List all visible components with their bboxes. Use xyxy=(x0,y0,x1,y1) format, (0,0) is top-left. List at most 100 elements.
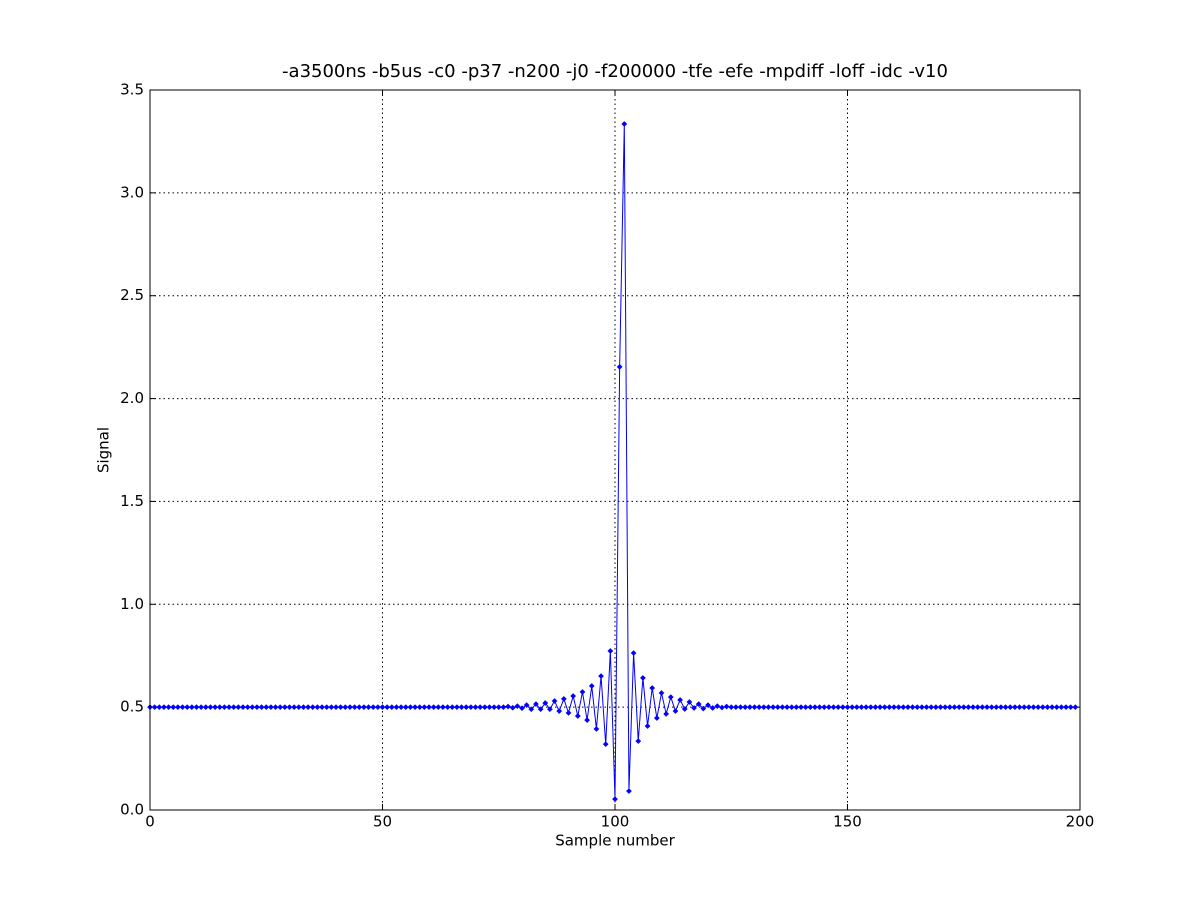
data-point xyxy=(528,706,535,713)
data-point xyxy=(416,704,423,711)
data-point xyxy=(867,704,874,711)
data-point xyxy=(286,704,293,711)
data-point xyxy=(570,693,577,699)
data-point xyxy=(435,704,442,711)
data-point xyxy=(481,704,488,711)
data-point xyxy=(412,704,419,711)
data-point xyxy=(1011,704,1018,711)
data-point xyxy=(477,704,484,711)
y-tick-label: 3.5 xyxy=(120,81,144,99)
data-point xyxy=(607,648,614,654)
data-point xyxy=(853,704,860,711)
data-point xyxy=(430,704,437,711)
data-point xyxy=(732,704,739,711)
data-point xyxy=(249,704,256,711)
data-point xyxy=(751,704,758,711)
y-axis-label: Signal xyxy=(95,427,113,473)
data-point xyxy=(333,704,339,711)
data-point xyxy=(830,704,837,711)
data-point xyxy=(672,708,679,715)
data-point xyxy=(226,704,233,711)
data-point xyxy=(277,704,284,711)
data-point xyxy=(537,706,544,713)
data-point xyxy=(244,704,251,711)
data-point xyxy=(667,694,674,701)
data-point xyxy=(388,704,395,711)
data-point xyxy=(649,685,656,691)
data-point xyxy=(556,708,563,715)
data-point xyxy=(918,704,925,711)
data-point xyxy=(965,704,972,711)
y-tick-label: 3.0 xyxy=(120,183,144,201)
data-point xyxy=(1021,704,1028,711)
data-point xyxy=(444,704,451,711)
data-point xyxy=(798,704,804,711)
data-point xyxy=(174,704,181,711)
data-point xyxy=(909,704,916,711)
data-point xyxy=(946,704,953,711)
data-point xyxy=(574,713,581,719)
data-point xyxy=(593,725,600,732)
data-point xyxy=(258,704,265,711)
chart-title: -a3500ns -b5us -c0 -p37 -n200 -j0 -f2000… xyxy=(282,61,948,82)
data-point xyxy=(560,695,567,702)
data-point xyxy=(467,704,474,711)
y-tick-label: 0.0 xyxy=(120,801,144,819)
data-point xyxy=(346,704,353,711)
data-point xyxy=(770,704,777,711)
data-point xyxy=(523,702,530,709)
data-point xyxy=(658,689,665,696)
data-point xyxy=(426,704,432,711)
data-point xyxy=(1007,704,1014,711)
data-point xyxy=(542,700,549,706)
data-point xyxy=(1063,704,1070,711)
data-point xyxy=(514,703,521,710)
data-point xyxy=(709,705,716,711)
data-point xyxy=(886,704,893,711)
data-point xyxy=(188,704,195,711)
data-point xyxy=(356,704,363,711)
data-point xyxy=(895,704,902,711)
data-point xyxy=(1067,704,1074,711)
data-point xyxy=(402,704,409,711)
data-point xyxy=(1044,704,1051,711)
data-point xyxy=(365,704,372,711)
data-point xyxy=(230,704,237,711)
data-point xyxy=(207,704,214,711)
data-point xyxy=(584,717,591,724)
data-point xyxy=(351,704,358,711)
data-point xyxy=(240,704,246,711)
data-point xyxy=(835,704,842,711)
data-point xyxy=(272,704,279,711)
data-point xyxy=(1030,704,1037,711)
data-point xyxy=(849,704,856,711)
data-point xyxy=(774,704,781,711)
data-point xyxy=(453,704,460,711)
data-point xyxy=(625,788,632,795)
data-point xyxy=(746,704,753,711)
data-point xyxy=(677,696,684,703)
data-point xyxy=(630,650,637,656)
data-point xyxy=(253,704,260,711)
data-point xyxy=(956,704,963,711)
data-point xyxy=(1058,704,1065,711)
data-point xyxy=(323,704,330,711)
data-point xyxy=(1072,704,1079,711)
data-point xyxy=(942,704,949,711)
data-point xyxy=(300,704,307,711)
x-axis-label: Sample number xyxy=(555,832,675,850)
data-point xyxy=(519,705,525,712)
data-point xyxy=(858,704,865,711)
data-point xyxy=(784,704,791,711)
data-point xyxy=(788,704,795,711)
data-point xyxy=(737,704,744,711)
data-point xyxy=(212,704,219,711)
data-point xyxy=(393,704,400,711)
y-tick-label: 1.5 xyxy=(120,492,144,510)
data-point xyxy=(398,704,405,711)
data-point xyxy=(421,704,428,711)
data-point xyxy=(1039,704,1046,711)
data-point xyxy=(505,703,512,710)
